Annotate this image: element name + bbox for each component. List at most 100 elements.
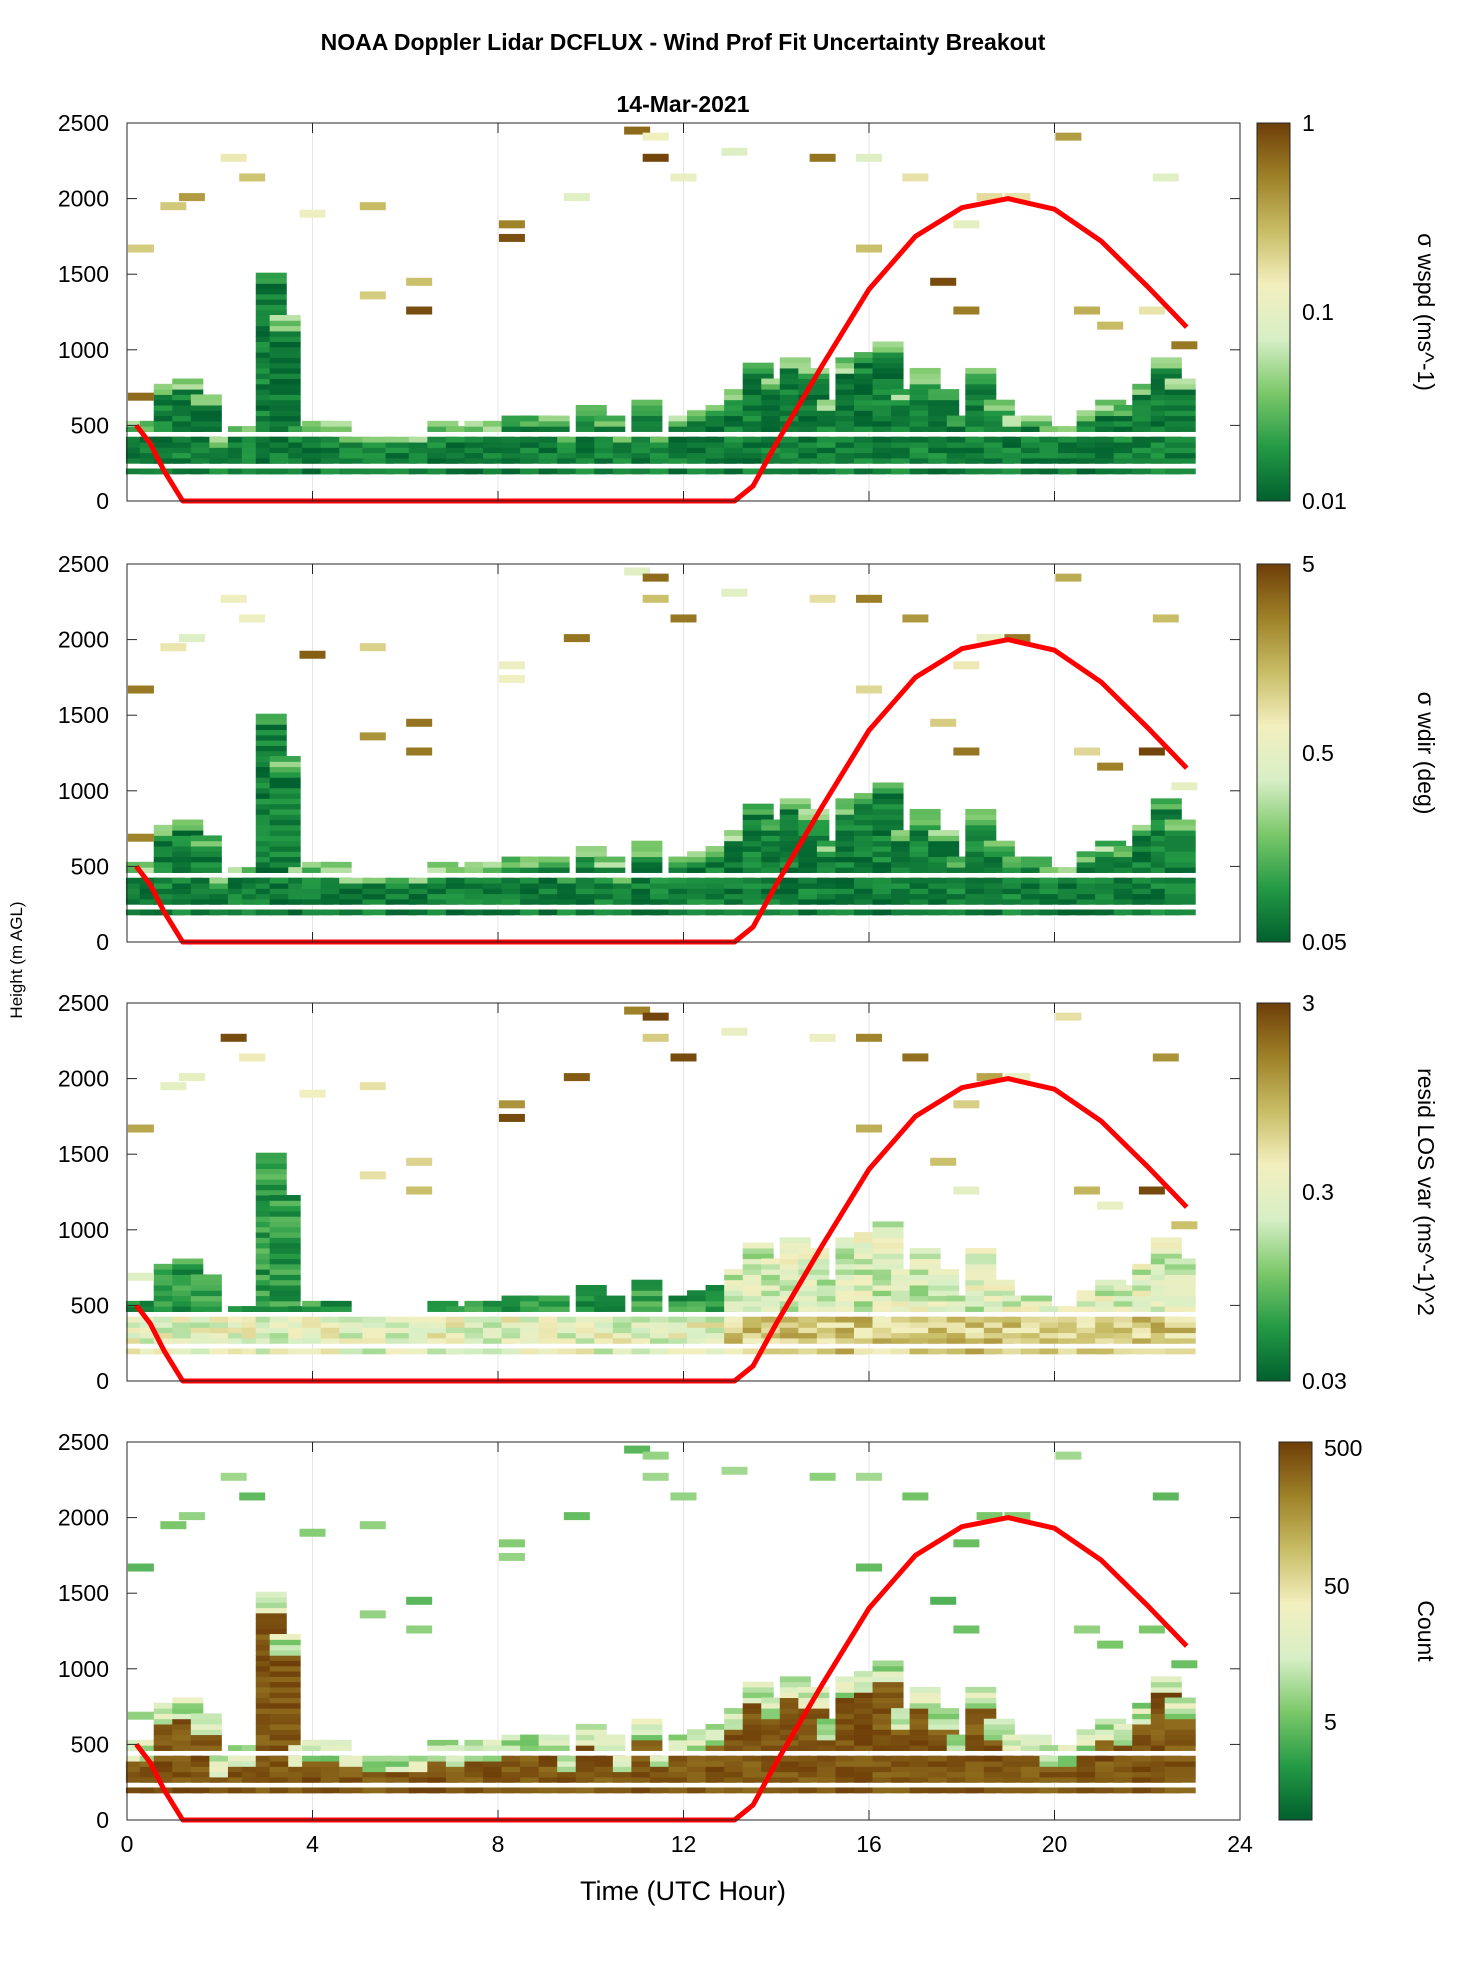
heatmap-cell	[153, 1771, 185, 1778]
heatmap-cell	[153, 426, 185, 432]
heatmap-cell	[872, 851, 904, 858]
heatmap-cell	[816, 1729, 848, 1736]
heatmap-cell	[649, 883, 681, 889]
heatmap-cell	[965, 1713, 997, 1720]
heatmap-cell	[1132, 1755, 1164, 1762]
heatmap-cell	[891, 883, 923, 889]
heatmap-cell	[362, 468, 394, 475]
heatmap-cell	[269, 1284, 301, 1291]
heatmap-cell	[1132, 830, 1164, 836]
heatmap-cell	[464, 877, 496, 884]
heatmap-cell	[153, 867, 185, 873]
heatmap-cell	[1164, 1761, 1196, 1767]
heatmap-cell	[172, 1263, 204, 1270]
heatmap-cell	[269, 1697, 301, 1704]
heatmap-cell	[255, 1152, 287, 1159]
heatmap-cell	[983, 1761, 1015, 1767]
heatmap-cell	[872, 787, 904, 794]
heatmap-cell	[761, 835, 793, 842]
heatmap-cell	[909, 883, 941, 889]
heatmap-cell	[724, 420, 756, 427]
heatmap-cell	[854, 1258, 885, 1265]
heatmap-cell	[1002, 888, 1034, 895]
heatmap-cell	[872, 367, 904, 374]
heatmap-cell	[1113, 1337, 1145, 1344]
heatmap-cell	[965, 1279, 997, 1286]
heatmap-cell	[269, 782, 301, 789]
heatmap-cell	[1020, 1295, 1052, 1302]
heatmap-cell	[1164, 1745, 1196, 1751]
heatmap-cell	[872, 861, 904, 868]
heatmap-cell	[724, 835, 756, 842]
heatmap-cell	[127, 1272, 154, 1281]
heatmap-cell	[1039, 457, 1071, 464]
heatmap-cell	[891, 457, 923, 464]
heatmap-cell	[1058, 1787, 1090, 1794]
heatmap-cell	[408, 1766, 440, 1773]
heatmap-cell	[928, 457, 960, 464]
heatmap-cell	[779, 1692, 811, 1699]
heatmap-cell	[190, 426, 222, 432]
heatmap-cell	[520, 1739, 552, 1746]
heatmap-cell	[1138, 1186, 1165, 1195]
heatmap-cell	[854, 394, 885, 401]
heatmap-cell	[557, 893, 589, 900]
heatmap-cell	[1164, 1327, 1196, 1334]
heatmap-cell	[320, 877, 352, 884]
heatmap-cell	[153, 389, 185, 395]
heatmap-cell	[798, 426, 830, 432]
heatmap-cell	[406, 306, 433, 315]
heatmap-cell	[872, 856, 904, 863]
heatmap-cell	[1150, 798, 1182, 805]
heatmap-cell	[153, 1723, 185, 1730]
heatmap-cell	[798, 898, 830, 905]
heatmap-cell	[153, 1755, 185, 1762]
heatmap-cell	[856, 153, 882, 162]
heatmap-cell	[761, 404, 793, 411]
heatmap-cell	[668, 888, 700, 895]
heatmap-cell	[269, 1649, 301, 1656]
heatmap-cell	[1164, 1258, 1196, 1265]
heatmap-cell	[427, 883, 459, 889]
heatmap-cell	[705, 867, 737, 873]
heatmap-cell	[909, 1316, 941, 1323]
heatmap-cell	[965, 1708, 997, 1714]
heatmap-cell	[909, 1787, 941, 1794]
heatmap-cell	[172, 394, 204, 401]
heatmap-cell	[464, 893, 496, 900]
heatmap-cell	[172, 1723, 204, 1730]
heatmap-cell	[498, 1539, 525, 1548]
heatmap-cell	[724, 1766, 756, 1773]
heatmap-cell	[501, 1332, 533, 1339]
heatmap-cell	[153, 1718, 185, 1725]
heatmap-cell	[624, 126, 651, 135]
heatmap-cell	[854, 798, 885, 805]
heatmap-cell	[1076, 457, 1108, 464]
heatmap-cell	[302, 1787, 334, 1794]
heatmap-cell	[742, 1279, 774, 1286]
heatmap-cell	[1095, 426, 1127, 432]
heatmap-cell	[1113, 1300, 1145, 1307]
heatmap-cell	[612, 909, 644, 916]
heatmap-cell	[1164, 404, 1196, 411]
heatmap-cell	[779, 357, 811, 364]
heatmap-cell	[835, 1761, 867, 1767]
heatmap-cell	[946, 457, 978, 464]
heatmap-cell	[153, 1284, 185, 1291]
heatmap-cell	[172, 1290, 204, 1297]
heatmap-cell	[594, 415, 626, 422]
heatmap-cell	[965, 1322, 997, 1328]
heatmap-cell	[779, 1306, 811, 1312]
heatmap-cell	[983, 1327, 1015, 1334]
heatmap-cell	[557, 1787, 589, 1794]
heatmap-cells	[125, 1006, 1198, 1355]
heatmap-cell	[965, 909, 997, 916]
heatmap-cell	[1095, 457, 1127, 464]
heatmap-cell	[835, 367, 867, 374]
heatmap-cell	[1132, 404, 1164, 411]
heatmap-cell	[909, 1348, 941, 1355]
heatmap-cell	[724, 1755, 756, 1762]
heatmap-cell	[816, 1279, 848, 1286]
heatmap-cell	[872, 782, 904, 789]
heatmap-cell	[928, 867, 960, 873]
